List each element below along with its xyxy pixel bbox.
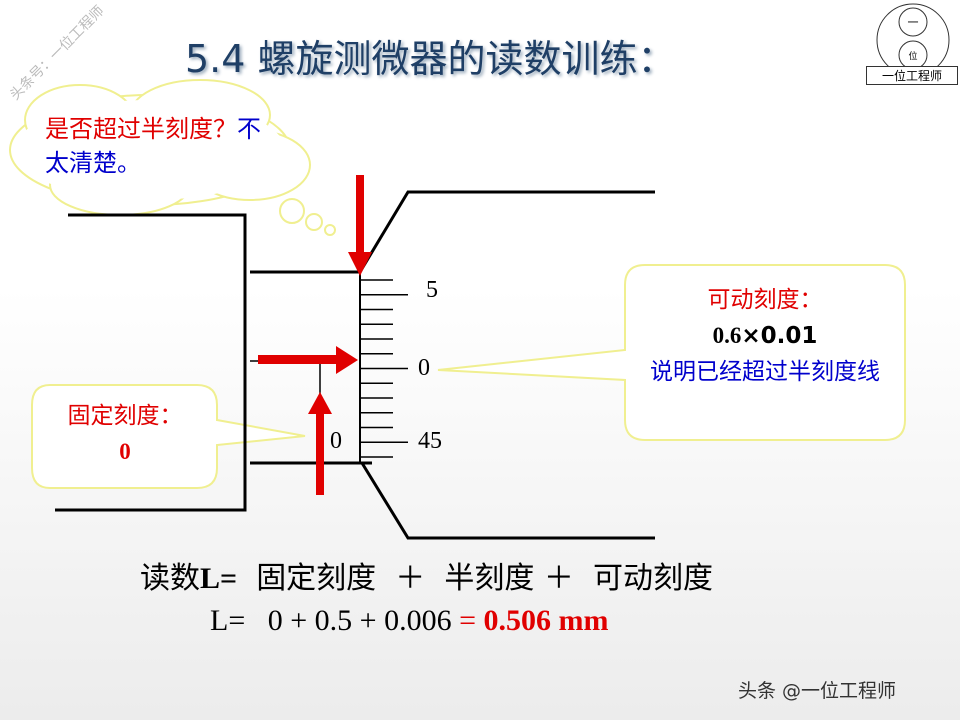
result-value: 0.506 mm	[483, 604, 609, 637]
logo-text: 一位工程师	[866, 66, 958, 85]
sleeve	[55, 213, 372, 512]
movable-scale-note: 说明已经超过半刻度线	[650, 359, 880, 385]
thimble	[358, 190, 655, 540]
fixed-scale-value: 0	[119, 439, 131, 464]
svg-text:位: 位	[908, 50, 917, 62]
thought-cloud	[9, 79, 336, 236]
page-title: 5.4 螺旋测微器的读数训练：	[185, 37, 676, 81]
left-callout-text: 固定刻度： 0	[35, 398, 215, 470]
movable-scale-value: 0.6×0.01	[712, 323, 818, 349]
formula-line-2: L= 0 + 0.5 + 0.006 = 0.506 mm	[210, 604, 609, 637]
right-callout-box	[437, 264, 906, 441]
question-text: 是否超过半刻度？	[45, 115, 237, 143]
footer-credit: 头条 @一位工程师	[738, 680, 897, 702]
arrow-right	[258, 355, 338, 364]
movable-scale-title: 可动刻度：	[707, 287, 823, 313]
answer-text: 不太清楚。	[45, 115, 261, 177]
arrow-up	[316, 412, 324, 495]
svg-text:一: 一	[908, 16, 919, 29]
left-callout-box	[31, 384, 306, 489]
scale-label-5: 5	[426, 277, 438, 303]
red-arrows	[258, 175, 372, 495]
scale-label-0: 0	[418, 355, 430, 381]
fixed-scale-title: 固定刻度：	[67, 403, 183, 429]
arrow-down	[356, 175, 364, 255]
scale-label-45: 45	[418, 428, 442, 454]
right-callout-text: 可动刻度： 0.6×0.01 说明已经超过半刻度线	[630, 282, 900, 390]
cloud-text: 是否超过半刻度？不太清楚。	[45, 112, 265, 180]
thimble-scale-ticks	[360, 279, 408, 458]
fixed-scale-label-0: 0	[330, 428, 342, 454]
formula-line-1: 读数L= 固定刻度 ＋ 半刻度 ＋ 可动刻度	[140, 561, 713, 596]
